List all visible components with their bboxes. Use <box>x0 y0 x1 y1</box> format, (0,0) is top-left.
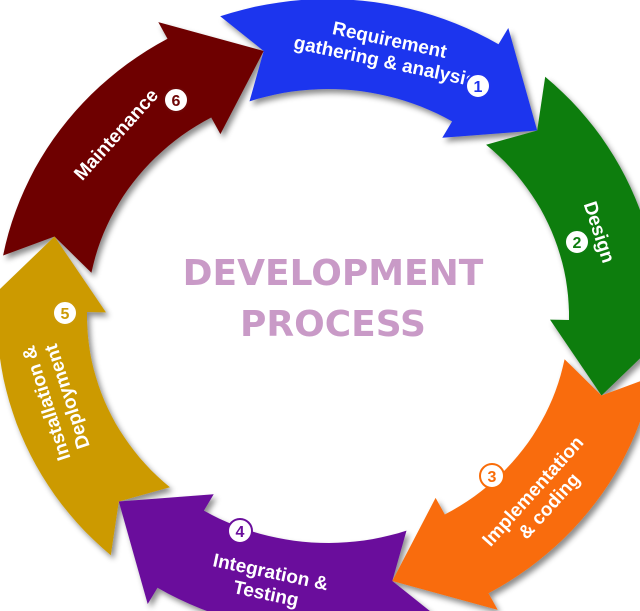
step-badge-number: 6 <box>172 93 181 110</box>
step-badge-circle <box>163 87 189 113</box>
step-badge-number: 1 <box>474 79 483 96</box>
step-badge-circle <box>52 300 78 326</box>
step-badge-number: 4 <box>236 524 245 541</box>
center-title-line2: PROCESS <box>240 304 426 345</box>
cycle-arrow-2 <box>486 76 640 396</box>
step-badge-3: 3 <box>479 463 505 489</box>
step-badge-circle <box>465 73 491 99</box>
step-badge-circle <box>227 518 253 544</box>
step-badge-number: 3 <box>488 469 497 486</box>
step-badge-2: 2 <box>564 229 590 255</box>
step-badge-4: 4 <box>227 518 253 544</box>
center-title-line1: DEVELOPMENT <box>183 253 484 294</box>
step-badge-number: 2 <box>573 235 582 252</box>
step-badge-6: 6 <box>163 87 189 113</box>
cycle-arrow-6 <box>3 22 264 273</box>
step-badge-circle <box>564 229 590 255</box>
cycle-arrow-4 <box>118 494 430 611</box>
cycle-arrow-5 <box>0 236 170 556</box>
step-badge-1: 1 <box>465 73 491 99</box>
step-badge-5: 5 <box>52 300 78 326</box>
step-badge-circle <box>479 463 505 489</box>
step-badges: 1 2 3 4 5 6 <box>52 73 590 544</box>
step-badge-number: 5 <box>61 306 70 323</box>
cycle-arrow-1 <box>220 0 538 138</box>
cycle-arrow-3 <box>392 359 640 610</box>
